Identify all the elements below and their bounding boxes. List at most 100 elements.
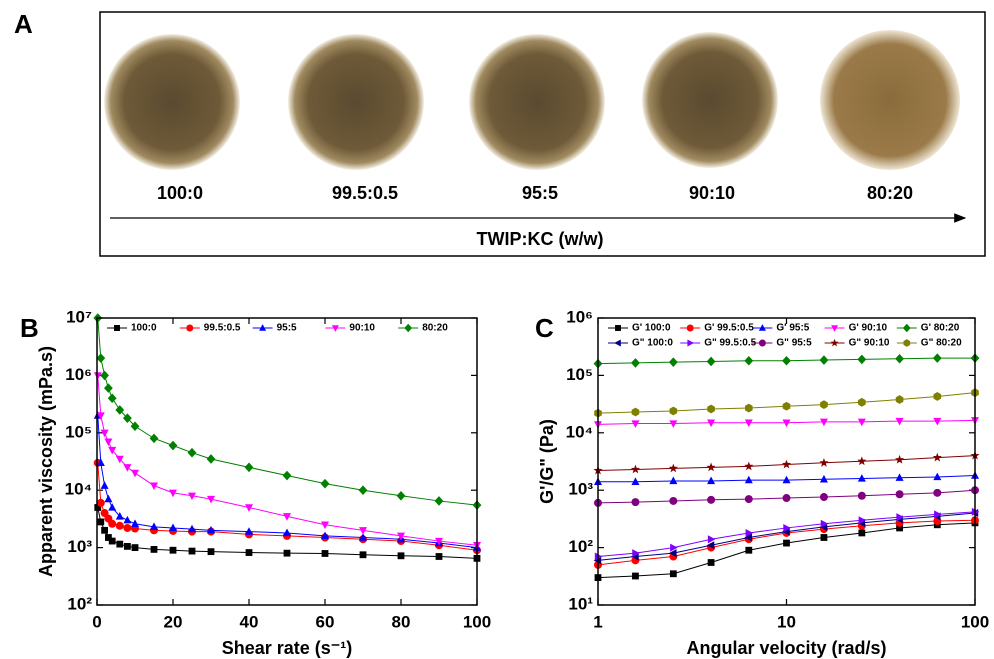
marker (107, 393, 117, 404)
x-axis-label: Shear rate (s⁻¹) (222, 638, 353, 658)
sample-label: 90:10 (689, 183, 735, 203)
photo (469, 34, 605, 170)
marker (115, 455, 124, 464)
marker (100, 370, 109, 381)
legend-marker (404, 323, 413, 333)
x-tick-label: 40 (240, 612, 259, 631)
legend-marker (186, 324, 194, 332)
marker (101, 526, 108, 534)
marker (744, 419, 753, 428)
marker (933, 488, 942, 497)
marker (669, 406, 678, 416)
marker (435, 553, 443, 560)
marker (632, 549, 640, 558)
marker (669, 420, 678, 428)
marker (857, 474, 866, 482)
marker (631, 498, 640, 507)
marker (206, 454, 216, 464)
marker (744, 461, 754, 471)
legend-label: G' 95:5 (776, 323, 809, 334)
marker (100, 481, 109, 489)
photo (820, 30, 960, 170)
marker (781, 459, 792, 469)
legend-marker (758, 324, 766, 331)
x-tick-label: 80 (392, 612, 411, 631)
marker (895, 454, 905, 464)
marker (321, 550, 329, 557)
legend-marker (114, 325, 120, 331)
y-tick-label: 10² (67, 594, 92, 613)
series (594, 486, 979, 507)
marker (858, 529, 866, 537)
marker (396, 490, 406, 501)
marker (359, 533, 367, 541)
marker (668, 549, 677, 558)
marker (895, 395, 904, 404)
marker (706, 462, 716, 472)
marker (707, 404, 715, 414)
marker (115, 511, 124, 520)
marker (932, 452, 942, 462)
marker (782, 419, 791, 428)
marker (130, 421, 140, 432)
legend-marker (831, 325, 839, 332)
marker (283, 549, 291, 557)
marker (895, 473, 904, 481)
y-tick-label: 10³ (67, 537, 92, 556)
marker (669, 476, 678, 485)
marker (934, 510, 942, 519)
legend-label: G' 80:20 (921, 323, 960, 334)
marker (744, 533, 753, 542)
marker (169, 489, 177, 498)
marker (359, 527, 367, 535)
marker (783, 539, 790, 547)
marker (895, 417, 904, 426)
legend-label: G" 99.5:0.5 (704, 338, 756, 349)
marker (632, 572, 639, 580)
marker (123, 523, 132, 532)
sample-label: 100:0 (157, 183, 203, 203)
marker (707, 476, 716, 485)
marker (707, 535, 716, 544)
marker (744, 355, 754, 366)
sample-label: 99.5:0.5 (332, 183, 398, 203)
marker (188, 492, 196, 501)
photos (104, 30, 960, 170)
series (93, 313, 482, 510)
legend-marker (614, 339, 621, 347)
legend-marker (902, 323, 911, 333)
marker (668, 463, 678, 473)
marker (358, 485, 368, 495)
marker (131, 469, 139, 478)
y-tick-label: 10⁶ (65, 365, 92, 384)
marker (707, 495, 716, 504)
marker (131, 544, 139, 551)
series (593, 353, 980, 369)
marker (820, 400, 828, 409)
marker (94, 504, 102, 511)
marker (283, 528, 291, 537)
photo (104, 34, 240, 170)
marker (321, 521, 329, 530)
marker (896, 524, 903, 532)
legend-label: G' 90:10 (849, 323, 888, 334)
marker (169, 523, 177, 532)
x-tick-label: 1 (593, 612, 602, 631)
marker (207, 548, 215, 556)
marker (707, 559, 715, 566)
marker (706, 356, 716, 367)
marker (744, 403, 753, 413)
marker (359, 551, 367, 559)
series (93, 411, 481, 551)
marker (115, 405, 125, 415)
marker (105, 534, 112, 541)
legend-label: 95:5 (277, 323, 297, 334)
y-tick-label: 10³ (568, 480, 593, 499)
legend-marker (615, 325, 621, 331)
marker (96, 412, 105, 420)
axis-label: TWIP:KC (w/w) (477, 229, 604, 249)
marker (858, 516, 867, 525)
marker (397, 532, 405, 541)
marker (244, 462, 254, 473)
